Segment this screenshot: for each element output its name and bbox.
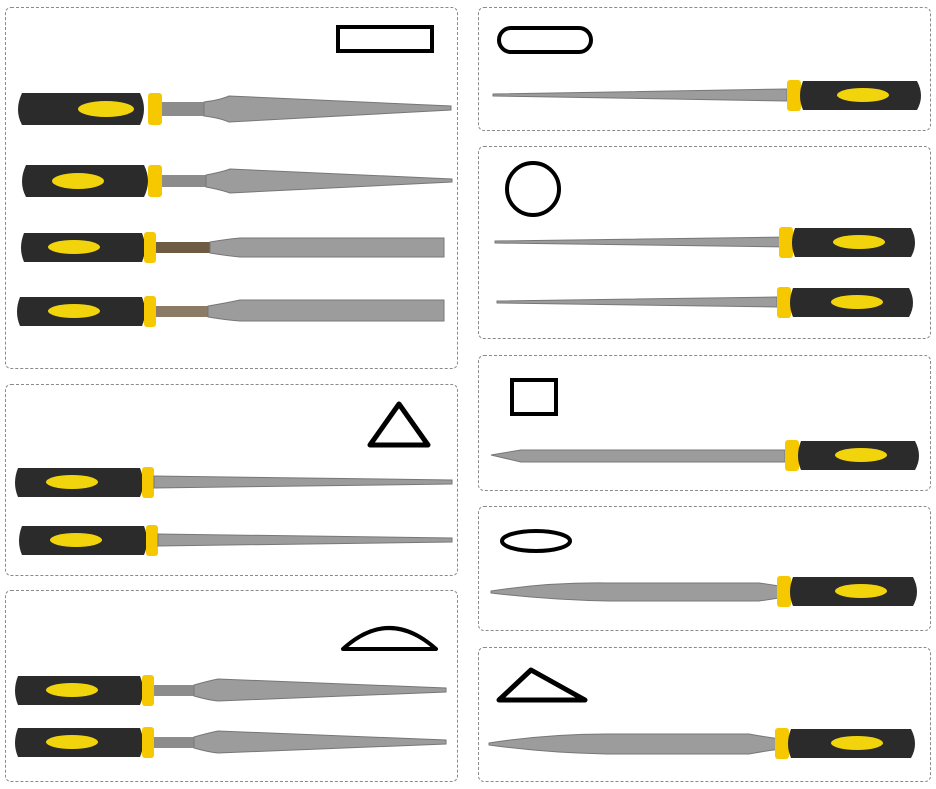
panel-oval-file <box>478 506 931 631</box>
half-round-profile-icon <box>341 626 438 651</box>
knife-file-graphic <box>488 667 915 759</box>
oval-file-1 <box>490 576 917 607</box>
flat-files-graphic <box>17 25 453 327</box>
triangle-profile-icon <box>367 401 431 448</box>
three-square-file-1 <box>15 467 453 498</box>
square-profile-icon <box>510 378 558 416</box>
panel-three-square-files <box>5 384 458 576</box>
ellipse-profile-icon <box>500 529 572 553</box>
round-file-2 <box>496 287 913 318</box>
rounded-rectangle-profile-icon <box>497 26 593 54</box>
half-round-files-graphic <box>15 626 447 758</box>
panel-flat-files <box>5 7 458 369</box>
square-file-graphic <box>490 378 919 471</box>
knife-file-1 <box>488 728 915 759</box>
three-square-files-graphic <box>15 401 453 556</box>
flat-file-2 <box>22 165 453 197</box>
panel-square-file <box>478 355 931 491</box>
square-file-1 <box>490 440 919 471</box>
oval-file-graphic <box>490 529 917 607</box>
panel-half-round-files <box>5 590 458 782</box>
rectangle-profile-icon <box>336 25 434 53</box>
panel-round-files <box>478 146 931 339</box>
round-files-graphic <box>494 161 915 318</box>
flat-file-1 <box>18 93 452 125</box>
flat-triangle-profile-icon <box>496 667 588 703</box>
three-square-file-2 <box>19 525 453 556</box>
equaling-file-graphic <box>492 26 921 111</box>
round-file-1 <box>494 227 915 258</box>
half-round-file-2 <box>15 727 447 758</box>
panel-knife-file <box>478 647 931 782</box>
flat-file-4 <box>17 296 445 327</box>
circle-profile-icon <box>505 161 561 217</box>
panel-equaling-file <box>478 7 931 131</box>
half-round-file-1 <box>15 675 447 706</box>
flat-file-3 <box>21 232 445 263</box>
equaling-file-1 <box>492 80 921 111</box>
